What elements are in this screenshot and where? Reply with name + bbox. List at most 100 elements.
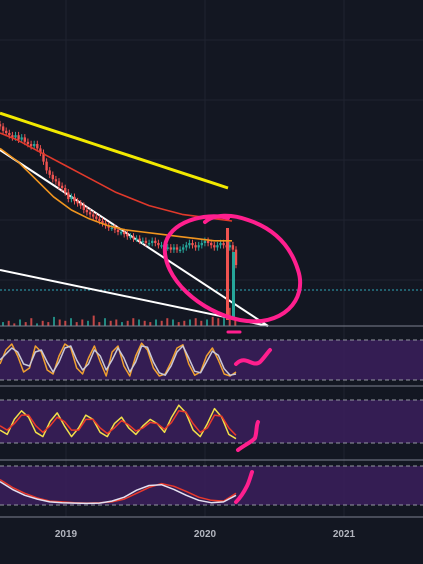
grid-lines — [0, 0, 423, 517]
oscillator-pane-2[interactable] — [0, 399, 423, 444]
candle-body — [20, 137, 23, 140]
candle-body — [216, 245, 219, 248]
volume-bar — [234, 316, 237, 326]
candle-body — [169, 247, 172, 250]
oscillator-pane-1[interactable] — [0, 339, 423, 381]
volume-bar — [166, 318, 169, 326]
candle-body — [79, 203, 82, 206]
annotation-check-1 — [236, 420, 260, 452]
volume-bar — [13, 323, 16, 326]
candle-body — [194, 245, 197, 248]
volume-bar — [172, 319, 174, 326]
candle-body — [135, 238, 138, 241]
x-tick-label: 2020 — [194, 529, 217, 540]
volume-bar — [47, 322, 50, 326]
candle-body — [8, 133, 11, 136]
volume-bar — [115, 319, 118, 326]
volume-bar — [149, 322, 152, 326]
candle-body — [154, 240, 157, 243]
volume-bar — [183, 320, 186, 326]
oscillator-line — [0, 345, 237, 376]
volume-bar — [223, 314, 225, 326]
candle-body — [110, 227, 113, 230]
candle-body — [206, 240, 210, 243]
candle-body — [119, 232, 123, 234]
oscillator-line — [0, 404, 237, 440]
candle-body — [11, 135, 14, 138]
annotation-check-2 — [234, 470, 254, 504]
volume-bar — [217, 318, 220, 326]
candle-body — [144, 240, 148, 243]
candle-body — [67, 192, 70, 199]
candle-body — [138, 238, 141, 241]
candle-body — [191, 243, 194, 246]
candle-body — [33, 144, 36, 147]
candle-body — [126, 234, 129, 237]
candle-body — [54, 179, 58, 182]
candle-body — [5, 130, 8, 133]
candle-body — [48, 170, 51, 175]
volume-bar — [143, 320, 146, 326]
volume-bar — [53, 316, 55, 326]
oscillator-line — [0, 478, 237, 504]
candle-body — [60, 185, 64, 188]
candle-body — [203, 240, 207, 243]
oscillator-pane-3[interactable] — [0, 465, 423, 506]
candle-body — [88, 212, 92, 215]
volume-bar — [30, 318, 33, 326]
volume-bar — [24, 322, 27, 326]
oscillator-band — [0, 466, 423, 505]
x-tick-label: 2021 — [333, 529, 356, 540]
candle-body — [219, 243, 222, 246]
candle-body — [226, 228, 229, 320]
candle-body — [73, 196, 76, 202]
volume-bar — [160, 320, 163, 326]
volume-bar — [41, 320, 44, 326]
volume-bar — [36, 323, 38, 326]
volume-bar — [138, 319, 140, 326]
volume-bar — [121, 322, 123, 326]
volume-bar — [200, 320, 203, 326]
volume-bar — [211, 316, 214, 326]
candle-body — [29, 144, 33, 147]
candle-body — [213, 245, 216, 248]
time-axis[interactable]: 2019 2020 2021 — [55, 529, 356, 540]
candle-body — [166, 247, 169, 249]
candle-body — [95, 216, 98, 219]
volume-bar — [126, 320, 129, 326]
candle-body — [116, 229, 120, 232]
volume-bar — [98, 322, 101, 326]
candle-body — [172, 247, 176, 250]
volume-bar — [177, 322, 180, 326]
volume-bar — [70, 318, 72, 326]
candle-body — [210, 243, 213, 246]
candle-body — [113, 227, 117, 230]
candle-body — [57, 181, 61, 186]
candle-body — [70, 196, 73, 199]
candle-body — [129, 236, 132, 238]
candle-body — [234, 249, 238, 265]
candle-body — [123, 232, 126, 235]
candle-body — [182, 247, 185, 250]
candle-body — [147, 243, 151, 245]
volume-bar — [75, 322, 78, 326]
candle-body — [92, 214, 95, 217]
candle-body — [178, 249, 182, 252]
annotation-circle — [162, 213, 303, 324]
volume-bar — [2, 322, 4, 326]
oscillator-line — [0, 410, 237, 436]
volume-bar — [87, 320, 89, 326]
candle-body — [185, 245, 188, 248]
candle-body — [151, 240, 154, 243]
candle-body — [188, 243, 191, 246]
oscillator-line — [0, 480, 237, 505]
candle-body — [82, 205, 85, 210]
candle-body — [175, 247, 179, 250]
volume-bar — [155, 319, 157, 326]
candle-body — [197, 245, 200, 248]
volume-bar — [109, 320, 112, 326]
candle-body — [1, 126, 5, 131]
candle-body — [160, 245, 163, 247]
